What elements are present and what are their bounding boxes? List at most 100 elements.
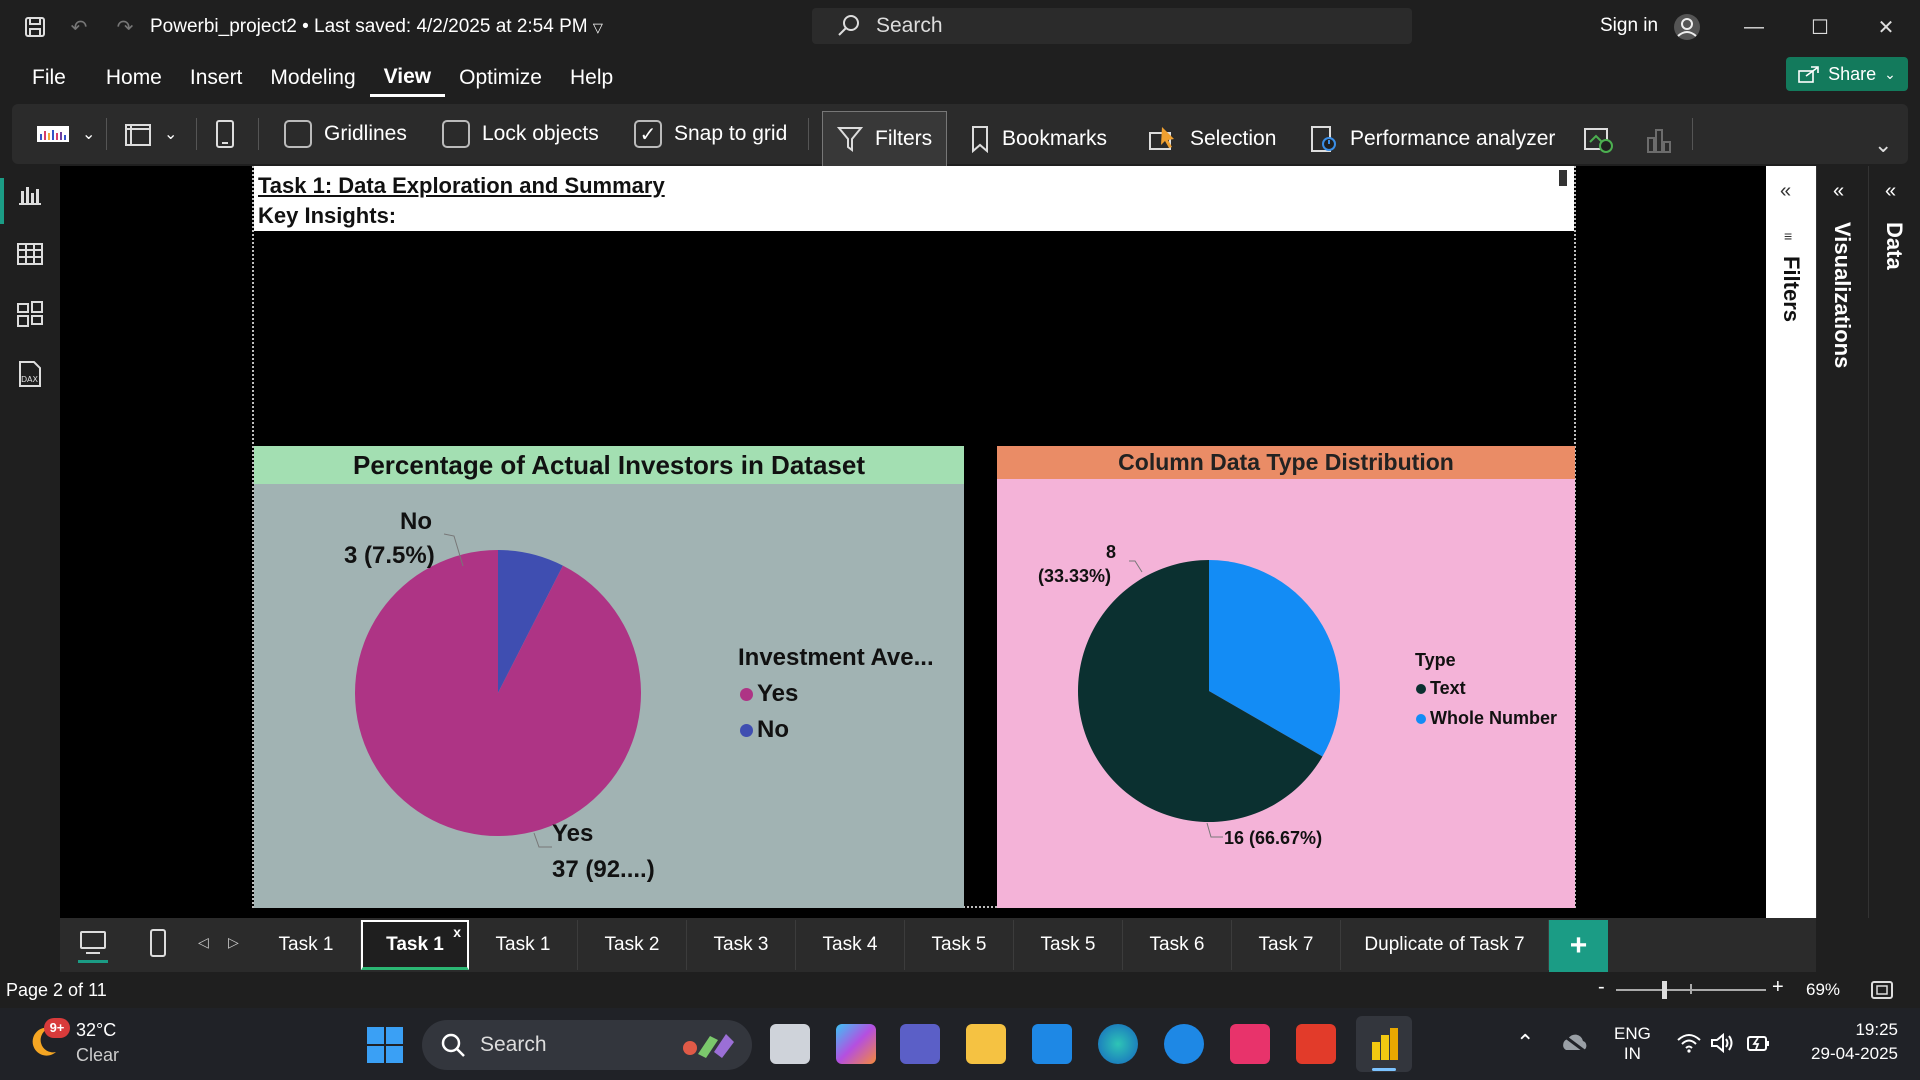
add-page-button[interactable]: + — [1549, 920, 1608, 972]
gridlines-checkbox-box[interactable] — [284, 120, 312, 148]
edge-browser-icon[interactable] — [1098, 1024, 1138, 1064]
expand-chevron-icon[interactable]: « — [1833, 180, 1845, 202]
volume-icon[interactable] — [1710, 1032, 1736, 1054]
pie-slice-no[interactable] — [498, 550, 563, 693]
textbox-scrollbar[interactable] — [1559, 170, 1567, 186]
pie-slice-whole-number[interactable] — [1209, 560, 1340, 757]
page-tab[interactable]: Task 1 — [469, 920, 578, 970]
maximize-icon[interactable]: ☐ — [1811, 16, 1829, 39]
file-explorer-icon[interactable] — [966, 1024, 1006, 1064]
battery-charging-icon[interactable] — [1744, 1032, 1772, 1054]
tab-scroll-right-icon[interactable]: ▷ — [228, 934, 239, 950]
taskbar-search[interactable]: Search — [422, 1020, 752, 1070]
desktop-layout-icon[interactable] — [78, 928, 108, 963]
mobile-layout-icon[interactable] — [146, 928, 170, 958]
legend-item[interactable]: No — [740, 716, 789, 744]
powerbi-taskbar-button[interactable] — [1356, 1016, 1412, 1072]
page-tab[interactable]: Task 5 — [905, 920, 1014, 970]
checkmark-icon[interactable]: ✓ — [634, 120, 662, 148]
calendar-app-icon[interactable] — [1230, 1024, 1270, 1064]
filters-label: Filters — [875, 127, 933, 150]
pie-slice-text[interactable] — [1078, 560, 1323, 822]
menu-modeling[interactable]: Modeling — [270, 66, 356, 89]
zoom-slider-thumb[interactable] — [1662, 981, 1667, 999]
menu-home[interactable]: Home — [105, 66, 162, 89]
onedrive-icon[interactable] — [1560, 1032, 1590, 1054]
mobile-layout-button[interactable] — [214, 104, 236, 164]
page-tab[interactable]: Duplicate of Task 7 — [1341, 920, 1549, 970]
legend-item[interactable]: Text — [1416, 678, 1466, 699]
close-tab-icon[interactable]: x — [453, 924, 461, 940]
tab-scroll-left-icon[interactable]: ◁ — [198, 934, 209, 950]
selection-button[interactable]: Selection — [1148, 111, 1276, 167]
top-search-bar[interactable]: Search — [812, 8, 1412, 44]
menu-insert[interactable]: Insert — [189, 66, 243, 89]
lock-objects-label: Lock objects — [482, 122, 599, 145]
document-title[interactable]: Powerbi_project2 • Last saved: 4/2/2025 … — [150, 16, 603, 38]
sync-slicers-icon[interactable] — [1582, 124, 1614, 156]
ribbon-expand-chevron-icon[interactable]: ⌄ — [1874, 132, 1893, 157]
wps-office-icon[interactable] — [1296, 1024, 1336, 1064]
minimize-icon[interactable]: — — [1744, 15, 1764, 38]
page-tab[interactable]: Task 4 — [796, 920, 905, 970]
page-tab[interactable]: Task 6 — [1123, 920, 1232, 970]
language-indicator[interactable]: ENG IN — [1614, 1024, 1651, 1064]
page-tab[interactable]: Task 3 — [687, 920, 796, 970]
close-icon[interactable]: ✕ — [1877, 16, 1895, 39]
wifi-icon[interactable] — [1676, 1032, 1702, 1054]
lock-objects-checkbox[interactable]: Lock objects — [442, 104, 599, 164]
sign-in-link[interactable]: Sign in — [1600, 15, 1659, 36]
page-tab[interactable]: Task 1 — [252, 920, 361, 970]
share-button[interactable]: Share ⌄ — [1786, 57, 1908, 91]
zoom-out-button[interactable]: - — [1598, 976, 1605, 998]
save-icon[interactable] — [20, 12, 50, 42]
weather-temperature[interactable]: 32°C — [76, 1020, 117, 1040]
show-hidden-icons-chevron[interactable]: ⌃ — [1516, 1030, 1535, 1055]
system-clock[interactable]: 19:25 29-04-2025 — [1802, 1020, 1898, 1064]
data-pane-collapsed[interactable]: « Data — [1868, 166, 1920, 918]
windows-start-icon[interactable] — [366, 1026, 404, 1064]
page-view-dropdown[interactable]: ⌄ — [124, 104, 177, 164]
menu-help[interactable]: Help — [569, 66, 614, 89]
performance-analyzer-button[interactable]: Performance analyzer — [1310, 111, 1555, 167]
legend-item[interactable]: Whole Number — [1416, 708, 1557, 729]
zoom-in-button[interactable]: + — [1772, 976, 1784, 998]
zoom-level[interactable]: 69% — [1806, 980, 1841, 999]
left-view-navigation — [0, 166, 60, 918]
report-view-icon[interactable] — [14, 178, 46, 210]
teams-icon[interactable] — [900, 1024, 940, 1064]
gridlines-checkbox[interactable]: Gridlines — [284, 104, 407, 164]
redo-icon[interactable]: ↷ — [116, 16, 134, 39]
page-tab[interactable]: Task 5 — [1014, 920, 1123, 970]
menu-file[interactable]: File — [32, 66, 66, 89]
dax-query-view-icon[interactable]: DAX — [14, 358, 46, 390]
copilot-icon[interactable] — [836, 1024, 876, 1064]
lock-objects-checkbox-box[interactable] — [442, 120, 470, 148]
page-tab-active[interactable]: Task 1 x — [361, 920, 469, 970]
myhp-icon[interactable] — [1032, 1024, 1072, 1064]
chevron-down-icon[interactable]: ▽ — [592, 20, 603, 35]
undo-icon[interactable]: ↶ — [70, 16, 88, 39]
theme-dropdown[interactable]: ⌄ — [36, 104, 95, 164]
expand-chevron-icon[interactable]: « — [1885, 180, 1897, 202]
pie-slice-yes[interactable] — [355, 550, 641, 836]
expand-chevron-icon[interactable]: « — [1780, 180, 1792, 202]
bookmarks-button[interactable]: Bookmarks — [970, 111, 1107, 167]
menu-optimize[interactable]: Optimize — [459, 66, 542, 89]
task-header-textbox[interactable] — [254, 166, 1574, 231]
task-view-icon[interactable] — [770, 1024, 810, 1064]
user-avatar-icon[interactable] — [1672, 12, 1702, 42]
filters-pane-collapsed[interactable]: « ≡ Filters — [1766, 166, 1816, 918]
table-view-icon[interactable] — [14, 238, 46, 270]
fit-to-page-icon[interactable] — [1870, 980, 1894, 1000]
weather-moon-icon[interactable] — [28, 1022, 68, 1062]
snap-to-grid-checkbox[interactable]: ✓ Snap to grid — [634, 104, 787, 164]
legend-item[interactable]: Yes — [740, 680, 798, 708]
page-tab[interactable]: Task 7 — [1232, 920, 1341, 970]
page-tab[interactable]: Task 2 — [578, 920, 687, 970]
visualizations-pane-collapsed[interactable]: « Visualizations — [1816, 166, 1868, 918]
filters-pane-button[interactable]: Filters — [822, 111, 948, 167]
menu-view[interactable]: View — [369, 60, 446, 97]
help-icon[interactable] — [1164, 1024, 1204, 1064]
model-view-icon[interactable] — [14, 298, 46, 330]
